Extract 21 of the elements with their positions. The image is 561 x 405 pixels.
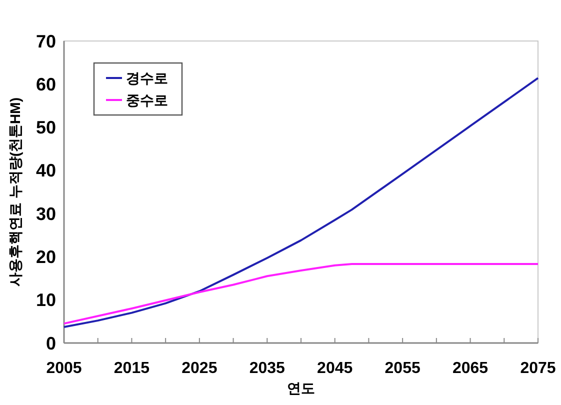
x-tick-label: 2035 (249, 360, 286, 377)
x-tick-label: 2005 (46, 360, 82, 377)
x-tick-label: 2045 (317, 360, 353, 377)
legend-label: 경수로 (126, 70, 168, 86)
legend-label: 중수로 (126, 92, 168, 108)
y-tick-label: 30 (36, 204, 56, 224)
y-tick-label: 60 (36, 74, 56, 94)
y-tick-label: 20 (36, 247, 56, 268)
x-axis-title: 연도 (287, 380, 315, 396)
x-tick-label: 2065 (452, 360, 488, 377)
x-tick-label: 2015 (114, 360, 150, 377)
x-tick-label: 2025 (182, 360, 218, 377)
y-tick-label: 70 (36, 31, 56, 52)
y-tick-label: 0 (46, 333, 56, 354)
x-tick-label: 2075 (520, 360, 556, 377)
y-tick-label: 50 (36, 118, 56, 138)
y-axis-title: 사용후핵연료 누적량(천톤HM) (7, 98, 23, 286)
y-tick-label: 10 (36, 290, 56, 310)
y-tick-label: 40 (36, 160, 56, 181)
line-series (63, 263, 539, 325)
x-tick-label: 2055 (384, 360, 420, 377)
